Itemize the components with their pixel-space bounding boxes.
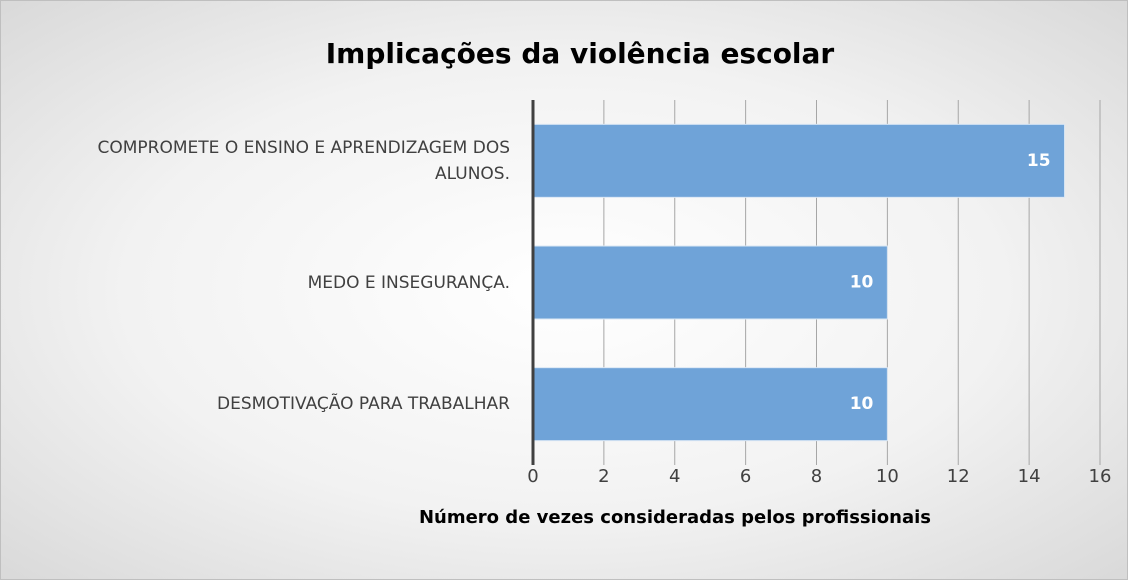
bar: [532, 123, 1066, 198]
data-label: 10: [850, 273, 874, 293]
x-tick-label: 12: [947, 466, 970, 487]
y-tick-label: MEDO E INSEGURANÇA.: [307, 272, 510, 293]
data-label: 10: [850, 394, 874, 414]
x-axis-label: Número de vezes consideradas pelos profi…: [419, 507, 931, 528]
x-tick-label: 0: [527, 466, 538, 487]
x-tick-label: 2: [598, 466, 609, 487]
chart-title: Implicações da violência escolar: [326, 37, 835, 70]
bar: [532, 245, 888, 320]
x-tick-label: 6: [740, 466, 751, 487]
y-tick-label: DESMOTIVAÇÃO PARA TRABALHAR: [216, 394, 510, 415]
x-tick-label: 10: [876, 466, 899, 487]
data-label: 15: [1027, 151, 1051, 171]
x-tick-label: 8: [811, 466, 822, 487]
bar: [532, 367, 888, 442]
x-tick-label: 4: [669, 466, 680, 487]
y-tick-label: COMPROMETE O ENSINO E APRENDIZAGEM DOS A…: [97, 137, 510, 184]
x-tick-label: 14: [1018, 466, 1041, 487]
x-tick-label: 16: [1089, 466, 1112, 487]
